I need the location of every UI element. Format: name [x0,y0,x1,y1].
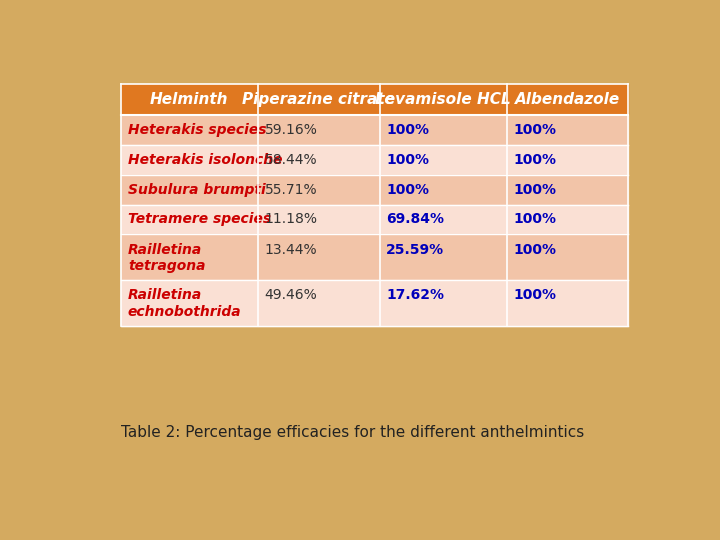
Text: 58.44%: 58.44% [264,153,317,167]
Text: 100%: 100% [387,153,429,167]
Text: 55.71%: 55.71% [264,183,317,197]
Text: Levamisole HCL: Levamisole HCL [375,92,511,106]
Bar [258,174,379,205]
Bar [258,145,379,174]
Bar [379,205,507,234]
Text: Heterakis isolonche: Heterakis isolonche [128,153,282,167]
Text: Table 2: Percentage efficacies for the different anthelmintics: Table 2: Percentage efficacies for the d… [121,426,584,440]
Text: Railletina: Railletina [128,288,202,302]
Text: Albendazole: Albendazole [515,92,620,106]
Bar [258,114,379,145]
Text: 25.59%: 25.59% [387,242,444,256]
Text: 13.44%: 13.44% [264,242,317,256]
Text: 69.84%: 69.84% [387,212,444,226]
Text: Subulura brumpti: Subulura brumpti [128,183,266,197]
Text: 100%: 100% [387,183,429,197]
Text: echnobothrida: echnobothrida [128,305,242,319]
Bar [507,174,629,205]
Bar [507,205,629,234]
Bar [121,205,258,234]
Bar [379,114,507,145]
Text: Tetramere species: Tetramere species [128,212,271,226]
Text: Piperazine citrate: Piperazine citrate [243,92,395,106]
Text: 100%: 100% [387,123,429,137]
Bar [121,114,258,145]
Text: 100%: 100% [513,288,557,302]
Text: Helminth: Helminth [150,92,228,106]
Text: 100%: 100% [513,153,557,167]
Text: 11.18%: 11.18% [264,212,318,226]
Bar [379,84,507,114]
Bar [507,145,629,174]
Text: 100%: 100% [513,212,557,226]
Text: 17.62%: 17.62% [387,288,444,302]
Text: 59.16%: 59.16% [264,123,318,137]
Text: 49.46%: 49.46% [264,288,318,302]
Text: 100%: 100% [513,242,557,256]
Bar [379,174,507,205]
Bar [121,145,258,174]
Bar [258,84,379,114]
Text: 100%: 100% [513,123,557,137]
Bar [258,205,379,234]
Text: tetragona: tetragona [128,259,205,273]
Bar [121,84,258,114]
Text: Heterakis species: Heterakis species [128,123,266,137]
Text: 100%: 100% [513,183,557,197]
Text: Railletina: Railletina [128,242,202,256]
Bar [507,84,629,114]
Bar [507,114,629,145]
Bar [379,145,507,174]
Bar [121,174,258,205]
